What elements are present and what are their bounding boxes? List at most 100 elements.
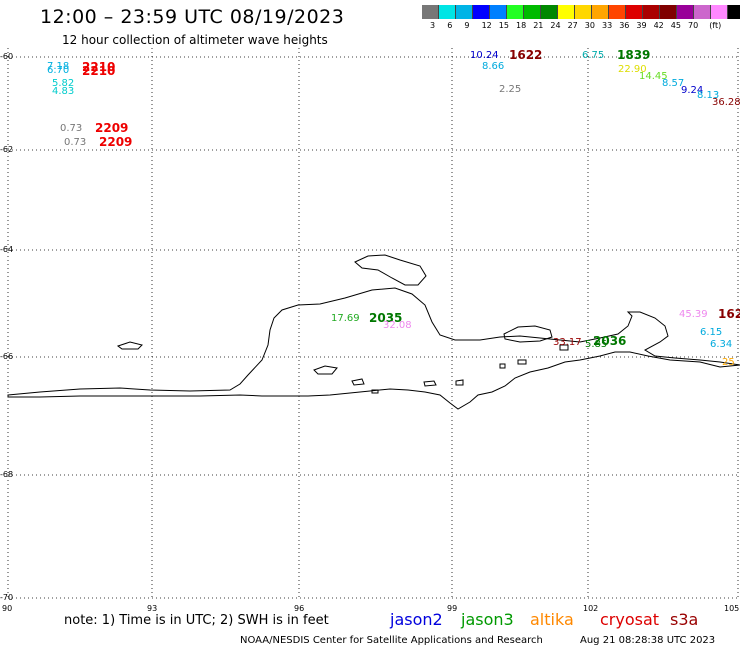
island-small-8 xyxy=(559,344,569,351)
colorbar-label: 45 xyxy=(670,21,681,30)
colorbar xyxy=(422,5,740,19)
observation-swh: 0.73 xyxy=(64,137,87,148)
antarctic-coastline xyxy=(7,254,740,410)
island-small-5 xyxy=(517,359,527,365)
observation-time: 162 xyxy=(718,307,740,321)
colorbar-swatch xyxy=(728,5,740,19)
map-subtitle: 12 hour collection of altimeter wave hei… xyxy=(62,33,328,47)
observation-swh: 25 xyxy=(722,357,735,368)
footnote: note: 1) Time is in UTC; 2) SWH is in fe… xyxy=(64,613,329,628)
gridlines xyxy=(7,48,739,600)
observation-swh: 5.85 xyxy=(585,339,608,350)
island-shelf xyxy=(503,325,553,343)
colorbar-swatch xyxy=(473,5,490,19)
lon-tick-label: 102 xyxy=(583,604,599,613)
observation-time: 1839 xyxy=(617,48,651,62)
colorbar-swatch xyxy=(439,5,456,19)
island-small-3 xyxy=(423,380,437,387)
colorbar-swatch xyxy=(711,5,728,19)
colorbar-label: 36 xyxy=(619,21,630,30)
observation-swh: 9.24 xyxy=(681,85,704,96)
observation-swh: 7.18 xyxy=(47,61,70,72)
observation-swh: 32.08 xyxy=(383,320,412,331)
lat-tick-label: -60 xyxy=(0,52,14,61)
observation-time: 2210 xyxy=(82,60,116,74)
satellite-altika: altika xyxy=(530,610,574,629)
observation-swh: 6.70 xyxy=(47,65,70,76)
colorbar-swatch xyxy=(592,5,609,19)
colorbar-swatch xyxy=(694,5,711,19)
colorbar-label: 70 xyxy=(688,21,699,30)
lon-tick-label: 99 xyxy=(447,604,458,613)
observation-swh: 8.13 xyxy=(697,90,720,101)
lat-tick-label: -68 xyxy=(0,470,14,479)
observation-swh: 2.25 xyxy=(499,84,522,95)
observation-swh: 4.83 xyxy=(52,86,75,97)
island-small-6 xyxy=(499,363,506,369)
colorbar-label: 42 xyxy=(653,21,664,30)
colorbar-swatch xyxy=(575,5,592,19)
island-west xyxy=(116,341,143,350)
observation-time: 2209 xyxy=(99,135,133,149)
observation-time: 2210 xyxy=(82,64,116,78)
lon-tick-label: 93 xyxy=(147,604,158,613)
colorbar-swatch xyxy=(422,5,439,19)
island-small-7 xyxy=(371,389,379,394)
colorbar-swatch xyxy=(507,5,524,19)
colorbar-swatch xyxy=(456,5,473,19)
island-small-4 xyxy=(455,379,464,386)
colorbar-swatch xyxy=(609,5,626,19)
observation-swh: 36.28 xyxy=(712,97,740,108)
colorbar-label: 9 xyxy=(464,21,470,30)
colorbar-swatch xyxy=(524,5,541,19)
observation-swh: 45.39 xyxy=(679,309,708,320)
observation-time: 2035 xyxy=(369,311,403,325)
colorbar-swatch xyxy=(558,5,575,19)
observation-swh: 6.34 xyxy=(710,339,733,350)
colorbar-label: 12 xyxy=(481,21,492,30)
generated-timestamp: Aug 21 08:28:38 UTC 2023 xyxy=(580,635,716,646)
colorbar-swatch xyxy=(490,5,507,19)
colorbar-label: 18 xyxy=(516,21,527,30)
observation-swh: 17.69 xyxy=(331,313,360,324)
colorbar-label: 39 xyxy=(636,21,647,30)
lat-tick-label: -66 xyxy=(0,352,14,361)
lon-tick-label: 96 xyxy=(294,604,305,613)
coastline-main xyxy=(7,287,740,410)
colorbar-label: 15 xyxy=(498,21,509,30)
lat-tick-label: -62 xyxy=(0,145,14,154)
lon-tick-label: 90 xyxy=(2,604,13,613)
island-small-2 xyxy=(351,378,365,386)
lat-tick-label: -70 xyxy=(0,593,14,602)
colorbar-swatch xyxy=(643,5,660,19)
colorbar-label: 24 xyxy=(550,21,561,30)
observation-swh: 10.24 xyxy=(470,50,499,61)
satellite-s3a: s3a xyxy=(670,610,699,629)
colorbar-label: 6 xyxy=(447,21,453,30)
observation-time: 1622 xyxy=(509,48,543,62)
colorbar-label: 27 xyxy=(567,21,578,30)
map-title: 12:00 – 23:59 UTC 08/19/2023 xyxy=(40,6,345,28)
observation-swh: 5.82 xyxy=(52,78,75,89)
island-upper xyxy=(354,254,427,286)
observation-swh: 22.90 xyxy=(618,64,647,75)
island-small-1 xyxy=(313,365,338,375)
colorbar-swatch xyxy=(677,5,694,19)
colorbar-label: 21 xyxy=(533,21,544,30)
colorbar-label: 3 xyxy=(430,21,436,30)
observation-swh: 33.17 xyxy=(553,337,582,348)
credit-line: NOAA/NESDIS Center for Satellite Applica… xyxy=(240,635,543,646)
satellite-jason2: jason2 xyxy=(390,610,443,629)
satellite-jason3: jason3 xyxy=(461,610,514,629)
observation-swh: 0.73 xyxy=(60,123,83,134)
colorbar-swatch xyxy=(541,5,558,19)
observation-swh: 14.45 xyxy=(639,71,668,82)
colorbar-label: 33 xyxy=(602,21,613,30)
observation-swh: 8.66 xyxy=(482,61,505,72)
observation-time: 2209 xyxy=(95,121,129,135)
lon-tick-label: 105 xyxy=(724,604,740,613)
lat-tick-label: -64 xyxy=(0,245,14,254)
observation-swh: 8.57 xyxy=(662,78,685,89)
colorbar-swatch xyxy=(626,5,643,19)
